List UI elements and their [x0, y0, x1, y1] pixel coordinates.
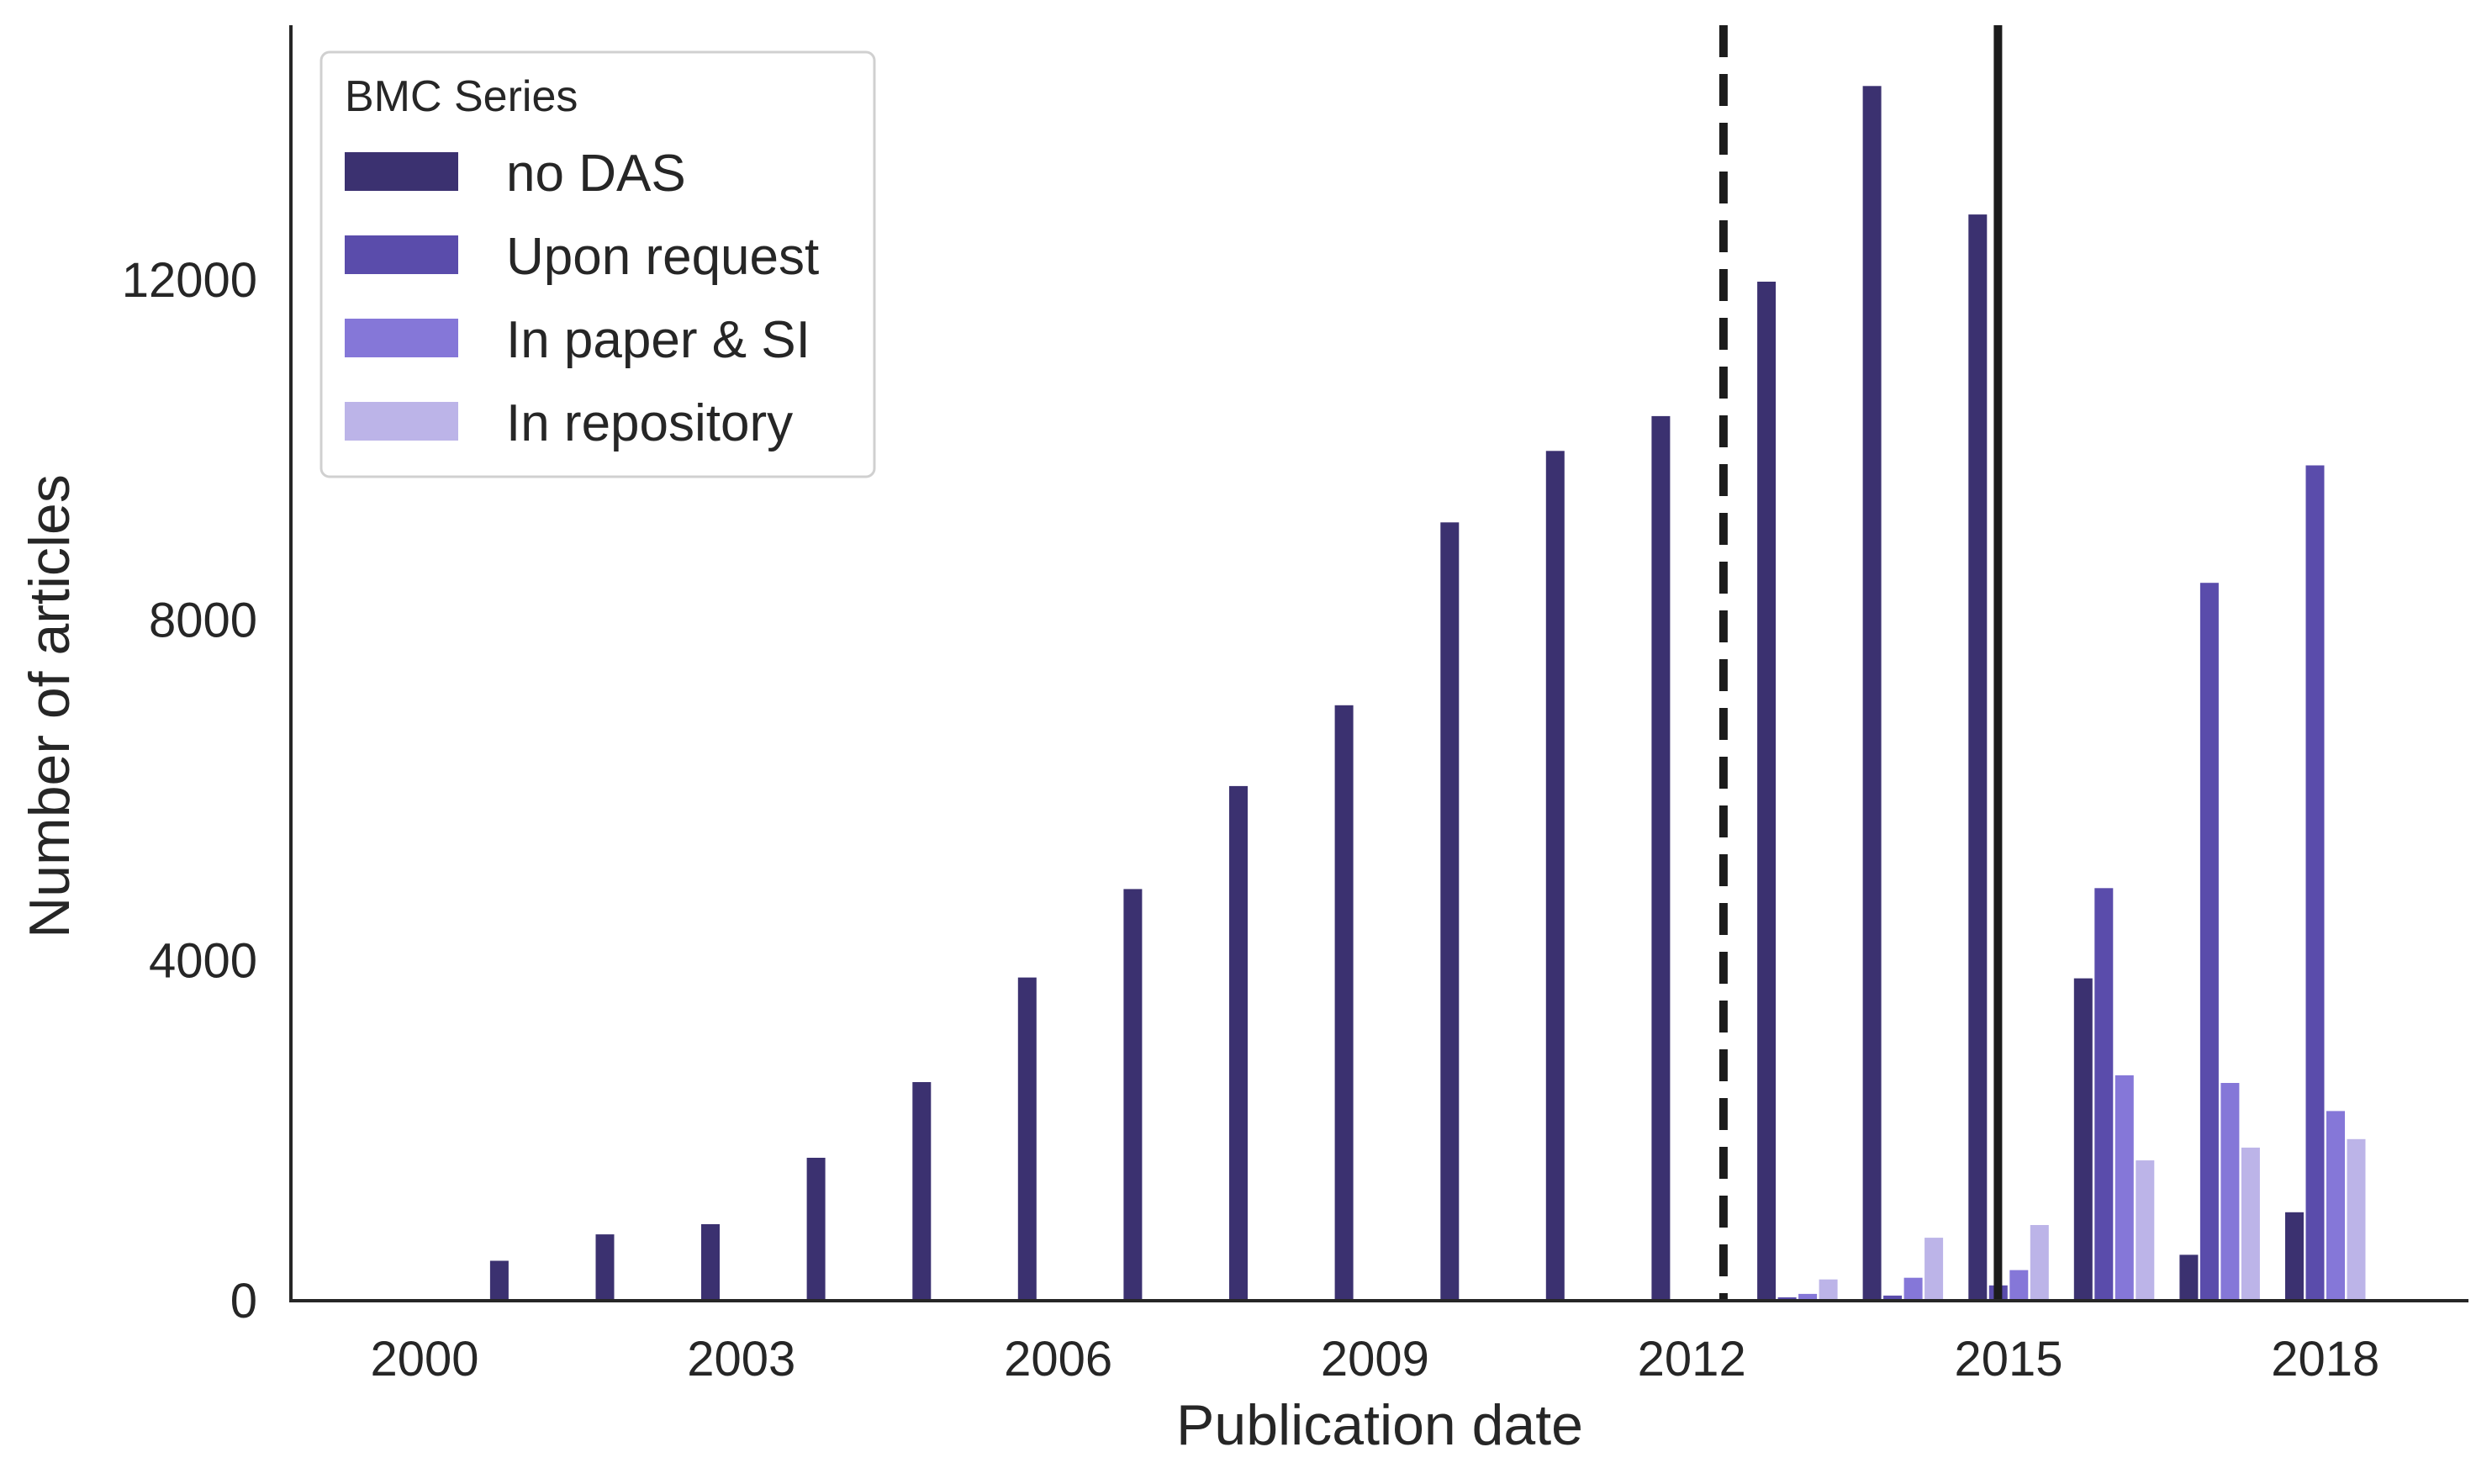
- bar-no-das-2017: [2179, 1254, 2199, 1301]
- bar-in-repository-2016: [2136, 1160, 2155, 1301]
- bar-in-paper-si-2015: [2009, 1270, 2029, 1301]
- bars-group: [489, 86, 2366, 1302]
- bar-no-das-2007: [1123, 889, 1143, 1301]
- y-tick-label: 8000: [149, 594, 257, 648]
- x-tick-label: 2018: [2271, 1332, 2379, 1386]
- bar-no-das-2016: [2073, 978, 2093, 1301]
- bar-no-das-2014: [1862, 86, 1882, 1301]
- legend-label: In paper & SI: [506, 311, 810, 369]
- legend-items: no DAS Upon request In paper & SI In reposi…: [345, 145, 819, 452]
- bar-no-das-2003: [701, 1224, 720, 1301]
- legend-label: no DAS: [506, 145, 686, 203]
- bar-no-das-2012: [1651, 415, 1671, 1301]
- bar-no-das-2006: [1017, 977, 1037, 1301]
- legend-swatch: [345, 319, 458, 357]
- bar-no-das-2015: [1968, 214, 1988, 1302]
- reference-lines: [1719, 25, 2003, 1301]
- bar-in-repository-2018: [2347, 1138, 2366, 1301]
- y-tick-label: 0: [230, 1274, 257, 1328]
- bar-upon-request-2014: [1883, 1295, 1903, 1301]
- bar-no-das-2009: [1334, 705, 1354, 1301]
- bar-in-paper-si-2018: [2326, 1111, 2345, 1301]
- bar-in-paper-si-2017: [2220, 1083, 2240, 1301]
- bar-no-das-2001: [489, 1260, 509, 1301]
- y-tick-label: 12000: [122, 253, 257, 308]
- legend: BMC Series no DAS Upon request In paper & …: [319, 50, 876, 478]
- bar-upon-request-2017: [2199, 583, 2219, 1301]
- x-tick-label: 2012: [1638, 1332, 1746, 1386]
- y-tick-labels: 0 4000 8000 12000: [122, 253, 257, 1328]
- bar-no-das-2018: [2285, 1212, 2304, 1301]
- legend-swatch: [345, 235, 458, 274]
- bar-no-das-2011: [1545, 451, 1565, 1301]
- x-tick-label: 2015: [1954, 1332, 2062, 1386]
- bar-in-paper-si-2016: [2115, 1075, 2134, 1301]
- x-tick-label: 2006: [1004, 1332, 1112, 1386]
- bar-in-paper-si-2014: [1903, 1277, 1923, 1301]
- bar-no-das-2004: [806, 1158, 826, 1301]
- x-tick-label: 2000: [370, 1332, 478, 1386]
- bar-no-das-2013: [1757, 282, 1777, 1301]
- bar-upon-request-2016: [2094, 888, 2114, 1301]
- bar-upon-request-2018: [2305, 465, 2325, 1301]
- bar-no-das-2002: [595, 1234, 615, 1301]
- legend-frame: [319, 50, 876, 478]
- legend-swatch: [345, 152, 458, 191]
- x-axis-label: Publication date: [1176, 1393, 1583, 1457]
- bar-no-das-2008: [1229, 785, 1248, 1301]
- bar-in-repository-2014: [1924, 1238, 1944, 1301]
- legend-swatch: [345, 402, 458, 441]
- x-tick-label: 2003: [687, 1332, 795, 1386]
- bar-in-paper-si-2013: [1798, 1293, 1818, 1301]
- x-tick-labels: 2000 2003 2006 2009 2012 2015 2018: [370, 1332, 2379, 1386]
- x-tick-label: 2009: [1321, 1332, 1429, 1386]
- y-tick-label: 4000: [149, 933, 257, 988]
- bar-no-das-2010: [1440, 522, 1460, 1301]
- y-axis-label: Number of articles: [18, 474, 82, 938]
- bar-in-repository-2015: [2030, 1225, 2049, 1301]
- bar-no-das-2005: [912, 1082, 932, 1301]
- legend-label: Upon request: [506, 228, 819, 286]
- legend-label: In repository: [506, 394, 793, 452]
- bar-in-repository-2017: [2241, 1147, 2260, 1301]
- bar-in-repository-2013: [1819, 1279, 1838, 1301]
- axes: [289, 25, 2468, 1302]
- legend-title: BMC Series: [345, 72, 578, 121]
